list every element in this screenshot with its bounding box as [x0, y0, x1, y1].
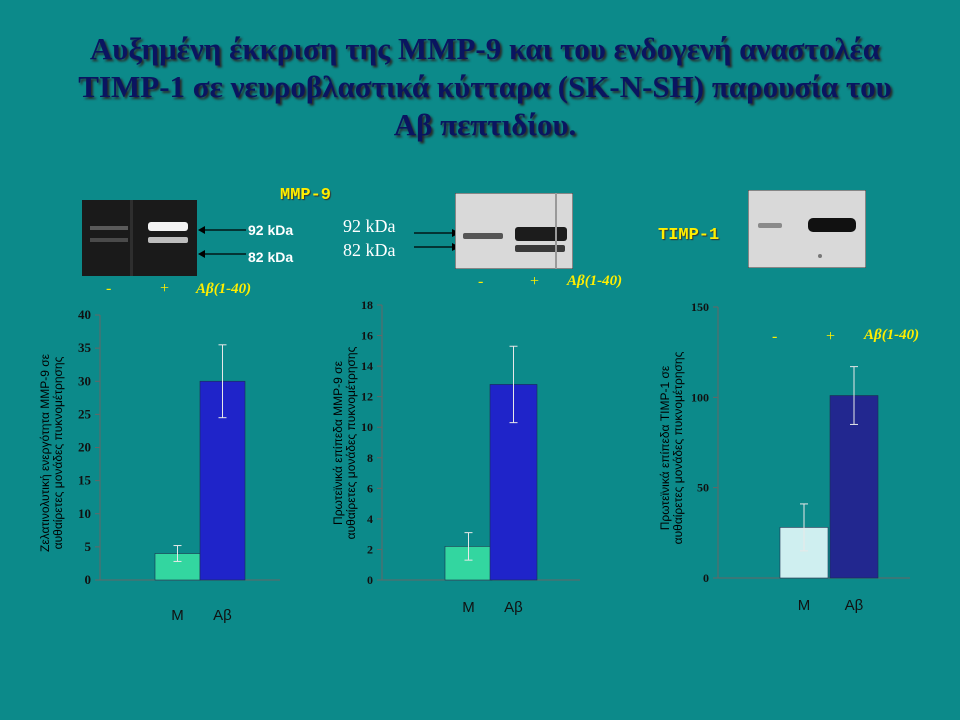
y-tick-label: 16 [361, 329, 373, 343]
chart-timp1-protein: 0 50 100 150 M Aβ [691, 300, 910, 614]
y-tick-label: 12 [361, 390, 373, 404]
chart-mmp9-protein: 0 2 4 6 8 10 12 14 16 18 M Aβ [361, 298, 580, 616]
blot1-minus-sign: - [106, 280, 112, 297]
zymogram-arrows [198, 226, 246, 258]
y-tick-label: 30 [78, 373, 91, 388]
category-label: Aβ [213, 607, 232, 624]
category-label: Aβ [504, 599, 523, 616]
chart2-ylabel: Πρωτεϊνικά επίπεδα MMP-9 σε αυθαίρετες μ… [331, 253, 358, 633]
chart3-ylabel-line2: αυθαίρετες μονάδες πυκνομέτρησης [671, 351, 685, 545]
western-92kda-label: 92 kDa [343, 216, 396, 236]
mmp9-label: MMP-9 [280, 186, 332, 205]
category-label: M [171, 607, 184, 624]
y-tick-label: 150 [691, 300, 709, 314]
y-tick-label: 15 [78, 473, 92, 488]
blot2-plus-sign: + [530, 273, 540, 290]
category-label: M [462, 599, 475, 616]
y-tick-label: 14 [361, 359, 373, 373]
mmp9-western-blot-image [455, 193, 573, 269]
blot1-abeta-label: Aβ(1-40) [196, 281, 252, 297]
chart-zymogram: 0 5 10 15 20 25 30 35 40 M Aβ [78, 307, 280, 624]
blot2-abeta-label: Aβ(1-40) [567, 273, 623, 289]
y-tick-label: 0 [85, 572, 92, 587]
y-tick-label: 8 [367, 451, 373, 465]
title-line-3: Αβ πεπτιδίου. [393, 107, 577, 142]
slide-title: Αυξημένη έκκριση της MMP-9 και του ενδογ… [20, 30, 950, 144]
blot1-plus-sign: + [160, 280, 170, 297]
y-tick-label: 2 [367, 542, 373, 556]
y-tick-label: 35 [78, 340, 92, 355]
y-tick-label: 18 [361, 298, 373, 312]
y-tick-label: 25 [78, 406, 92, 421]
title-line-2: TIMP-1 σε νευροβλαστικά κύτταρα (SK-N-SH… [78, 69, 892, 104]
chart3-minus-sign: - [772, 328, 778, 345]
title-line-1: Αυξημένη έκκριση της MMP-9 και του ενδογ… [89, 31, 881, 66]
zymogram-82kda-label: 82 kDa [248, 249, 294, 265]
category-label: Aβ [845, 597, 864, 614]
y-tick-label: 20 [78, 440, 91, 455]
chart1-ylabel-line2: αυθαίρετες μονάδες πυκνομέτρησης [51, 356, 65, 550]
timp1-label: TIMP-1 [658, 226, 720, 245]
chart2-ylabel-line2: αυθαίρετες μονάδες πυκνομέτρησης [344, 346, 358, 540]
y-tick-label: 100 [691, 390, 709, 404]
zymogram-92kda-label: 92 kDa [248, 222, 294, 238]
blot2-minus-sign: - [478, 273, 484, 290]
chart1-ylabel: Ζελατινολυτική ενεργότητα MMP-9 σε αυθαί… [38, 263, 65, 643]
y-tick-label: 0 [703, 571, 709, 585]
chart3-ylabel: Πρωτεϊνικά επίπεδα TIMP-1 σε αυθαίρετες … [658, 258, 685, 638]
chart3-plus-sign: + [826, 328, 836, 345]
y-tick-label: 0 [367, 573, 373, 587]
y-tick-label: 6 [367, 481, 373, 495]
zymogram-blot-image [82, 200, 197, 276]
y-tick-label: 5 [85, 539, 92, 554]
bar-Ab [829, 395, 879, 579]
chart3-abeta-label: Aβ(1-40) [864, 327, 920, 343]
category-label: M [798, 597, 811, 614]
y-tick-label: 10 [78, 506, 91, 521]
western-82kda-label: 82 kDa [343, 240, 396, 260]
y-tick-label: 10 [361, 420, 373, 434]
y-tick-label: 40 [78, 307, 91, 322]
y-tick-label: 50 [697, 481, 709, 495]
timp1-western-blot-image [748, 190, 866, 268]
y-tick-label: 4 [367, 512, 373, 526]
